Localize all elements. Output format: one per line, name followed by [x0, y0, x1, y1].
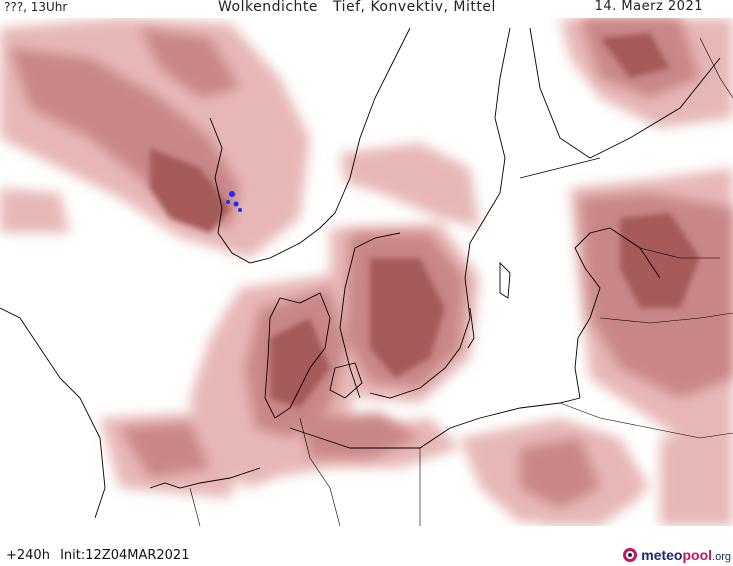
map-title-layers: Tief, Konvektiv, Mittel — [332, 0, 496, 15]
map-header: ???, 13Uhr Wolkendichte Tief, Konvektiv,… — [0, 0, 733, 18]
init-time: Init:12Z04MAR2021 — [60, 548, 190, 563]
lead-time: +240h — [6, 548, 50, 563]
precip-marker — [226, 191, 242, 212]
country-borders — [189, 37, 733, 526]
day-time-label: ???, 13Uhr — [4, 0, 68, 14]
cloud-cover-map — [0, 18, 733, 526]
forecast-date: 14. Maerz 2021 — [594, 0, 703, 14]
meteopool-logo[interactable]: meteopool.org — [622, 545, 731, 565]
map-title-main: Wolkendichte — [218, 0, 319, 15]
run-info: +240h Init:12Z04MAR2021 — [6, 548, 195, 563]
logo-swirl-icon — [623, 548, 638, 562]
cloud-layer-dark — [150, 33, 700, 408]
map-footer: +240h Init:12Z04MAR2021 meteopool.org — [0, 540, 733, 566]
map-canvas — [0, 18, 733, 526]
coastlines — [0, 27, 721, 519]
map-title: Wolkendichte Tief, Konvektiv, Mittel — [218, 0, 506, 15]
logo-text: meteopool.org — [641, 547, 731, 563]
